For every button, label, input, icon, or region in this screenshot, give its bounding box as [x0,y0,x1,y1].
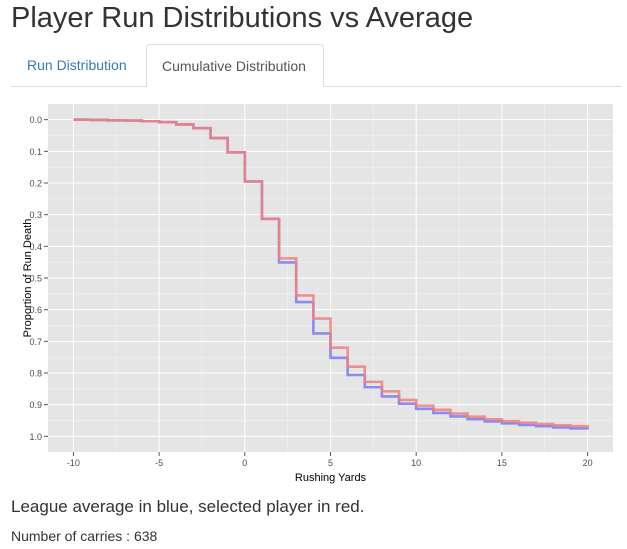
y-tick-label: 0.7 [29,337,42,347]
x-tick-label: 5 [328,458,333,468]
x-tick-label: 20 [583,458,593,468]
x-tick-label: 15 [497,458,507,468]
axes-layer: 0.0 0.1 0.2 0.3 0.4 0.5 0.6 0.7 0.8 0.9 1.0 -10 -5 0 5… [29,115,592,468]
tab-run-distribution[interactable]: Run Distribution [27,57,127,73]
x-tick-label: -10 [67,458,80,468]
series-selected-player [73,118,589,428]
carries-label: Number of carries : [11,528,134,544]
x-tick-label: 0 [242,458,247,468]
page-title: Player Run Distributions vs Average [11,2,474,34]
y-tick-label: 0.3 [29,210,42,220]
y-tick-label: 0.5 [29,274,42,284]
y-tick-label: 1.0 [29,432,42,442]
carries-count: Number of carries : 638 [11,528,157,544]
chart-caption: League average in blue, selected player … [11,497,365,516]
x-axis-label: Rushing Yards [295,472,367,484]
y-tick-label: 0.2 [29,178,42,188]
x-tick-label: 10 [411,458,421,468]
y-tick-label: 0.1 [29,147,42,157]
y-tick-label: 0.4 [29,242,42,252]
series-layer [73,118,589,430]
y-tick-label: 0.9 [29,400,42,410]
y-axis-label: Proportion of Run Death [22,219,34,338]
y-tick-label: 0.8 [29,369,42,379]
y-tick-label: 0.0 [29,115,42,125]
tab-cumulative-distribution[interactable]: Cumulative Distribution [146,44,324,87]
cumulative-distribution-chart: 0.0 0.1 0.2 0.3 0.4 0.5 0.6 0.7 0.8 0.9 1.0 -10 -5 0 5… [22,104,613,484]
tab-bar: Run Distribution Cumulative Distribution [11,44,622,87]
carries-value: 638 [133,528,158,544]
y-tick-label: 0.6 [29,305,42,315]
x-tick-label: -5 [155,458,163,468]
